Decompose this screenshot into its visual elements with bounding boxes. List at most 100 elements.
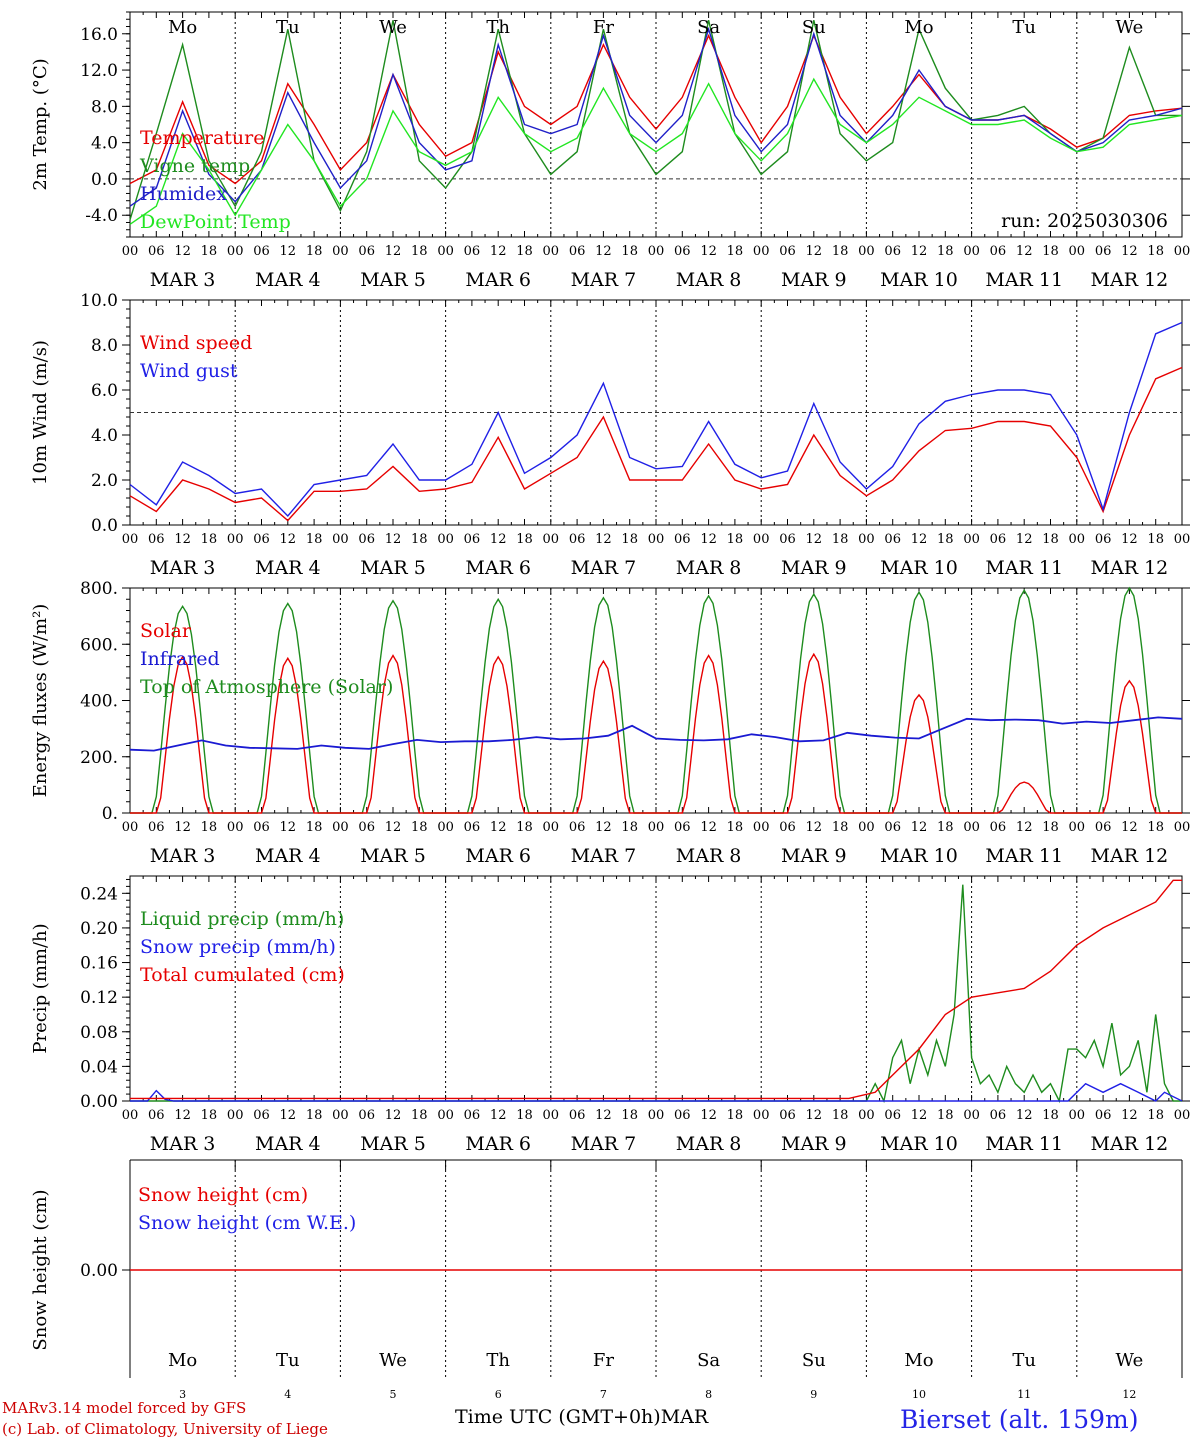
hour-tick-label: 00 [963, 532, 980, 547]
hour-tick-label: 12 [700, 820, 717, 835]
y-tick-label: 800. [80, 579, 118, 599]
weekday-label: We [379, 1350, 407, 1371]
date-label: MAR 9 [781, 845, 847, 867]
day-number: 10 [912, 1388, 926, 1401]
hour-tick-label: 00 [1069, 820, 1086, 835]
date-label: MAR 4 [255, 557, 321, 579]
date-label: MAR 9 [781, 557, 847, 579]
hour-tick-label: 06 [884, 820, 901, 835]
y-tick-label: 0.16 [80, 954, 118, 974]
date-label: MAR 5 [360, 557, 426, 579]
x-axis-label: Time UTC (GMT+0h)MAR [455, 1406, 709, 1428]
date-label: MAR 12 [1091, 845, 1169, 867]
hour-tick-label: 06 [674, 1108, 691, 1123]
legend-wind-speed: Wind speed [140, 332, 252, 354]
y-tick-label: 0.00 [80, 1092, 118, 1112]
hour-tick-label: 06 [569, 820, 586, 835]
hour-tick-label: 06 [990, 244, 1007, 259]
hour-tick-label: 12 [174, 244, 191, 259]
hour-tick-label: 00 [753, 244, 770, 259]
weekday-label: Mo [168, 17, 197, 38]
y-tick-label: 4.0 [91, 134, 118, 154]
series-total-cumulated-cm [130, 879, 1182, 1100]
day-number: 5 [390, 1388, 397, 1401]
date-label: MAR 4 [255, 269, 321, 291]
hour-tick-label: 00 [963, 820, 980, 835]
hour-tick-label: 12 [806, 532, 823, 547]
date-label: MAR 12 [1091, 1133, 1169, 1155]
weekday-label: Sa [697, 1350, 720, 1371]
day-number: 8 [705, 1388, 712, 1401]
hour-tick-label: 18 [727, 1108, 744, 1123]
panel-1: 00 06 12 18 00 06 12 18 00 06 12 18 00 06 12 18 00 06 12 18… [30, 11, 1190, 291]
hour-tick-label: 06 [148, 820, 165, 835]
day-number: 3 [179, 1388, 186, 1401]
date-label: MAR 5 [360, 269, 426, 291]
hour-tick-label: 00 [437, 244, 454, 259]
hour-tick-label: 12 [806, 820, 823, 835]
hour-tick-label: 18 [621, 532, 638, 547]
date-label: MAR 11 [985, 845, 1063, 867]
y-tick-label: 0.12 [80, 988, 118, 1008]
hour-tick-label: 12 [911, 820, 928, 835]
date-label: MAR 9 [781, 1133, 847, 1155]
hour-tick-label: 18 [516, 1108, 533, 1123]
series-liquid-precip-mm-h [130, 884, 1182, 1104]
station-name: Bierset (alt. 159m) [900, 1405, 1139, 1434]
hour-tick-label: 18 [621, 820, 638, 835]
date-label: MAR 8 [676, 1133, 742, 1155]
legend-top-of-atmosphere-solar: Top of Atmosphere (Solar) [140, 676, 393, 698]
date-label: MAR 7 [571, 1133, 637, 1155]
date-label: MAR 3 [150, 1133, 216, 1155]
hour-tick-label: 18 [1147, 820, 1164, 835]
date-label: MAR 10 [880, 1133, 958, 1155]
weekday-label: We [1116, 17, 1144, 38]
hour-tick-label: 18 [727, 820, 744, 835]
hour-tick-label: 00 [227, 532, 244, 547]
hour-tick-label: 00 [963, 1108, 980, 1123]
y-tick-label: 200. [80, 748, 118, 768]
y-tick-label: 16.0 [80, 25, 118, 45]
legend-wind-gust: Wind gust [140, 360, 238, 382]
hour-tick-label: 06 [990, 532, 1007, 547]
legend-dewpoint-temp: DewPoint Temp [140, 211, 291, 233]
y-tick-label: 0.00 [80, 1261, 118, 1281]
hour-tick-label: 12 [595, 1108, 612, 1123]
hour-tick-label: 18 [937, 532, 954, 547]
date-label: MAR 11 [985, 557, 1063, 579]
weekday-label: Mo [904, 17, 933, 38]
hour-tick-label: 18 [1147, 244, 1164, 259]
hour-tick-label: 06 [253, 244, 270, 259]
hour-tick-label: 12 [1016, 820, 1033, 835]
weekday-label: We [1116, 1350, 1144, 1371]
hour-tick-label: 00 [332, 1108, 349, 1123]
hour-tick-label: 00 [122, 532, 139, 547]
hour-tick-label: 00 [543, 532, 560, 547]
legend-snow-precip-mm-h: Snow precip (mm/h) [140, 936, 336, 958]
hour-tick-label: 00 [543, 244, 560, 259]
hour-tick-label: 06 [569, 532, 586, 547]
hour-tick-label: 06 [253, 532, 270, 547]
series-solar [130, 652, 1182, 814]
hour-tick-label: 06 [148, 532, 165, 547]
hour-tick-label: 18 [306, 1108, 323, 1123]
weekday-label: Tu [1012, 1350, 1036, 1371]
hour-tick-label: 18 [1042, 244, 1059, 259]
weekday-label: Fr [593, 17, 614, 38]
hour-tick-label: 00 [122, 244, 139, 259]
hour-tick-label: 06 [674, 244, 691, 259]
hour-tick-label: 12 [700, 244, 717, 259]
y-tick-label: 0.04 [80, 1057, 118, 1077]
date-label: MAR 4 [255, 1133, 321, 1155]
hour-tick-label: 00 [753, 532, 770, 547]
date-label: MAR 10 [880, 269, 958, 291]
day-number: 6 [495, 1388, 502, 1401]
hour-tick-label: 18 [411, 1108, 428, 1123]
series-snow-precip-mm-h [130, 1082, 1183, 1102]
hour-tick-label: 12 [1121, 1108, 1138, 1123]
date-label: MAR 3 [150, 557, 216, 579]
hour-tick-label: 00 [858, 820, 875, 835]
hour-tick-label: 06 [779, 244, 796, 259]
y-axis-label: Snow height (cm) [30, 1189, 51, 1350]
hour-tick-label: 06 [1095, 820, 1112, 835]
